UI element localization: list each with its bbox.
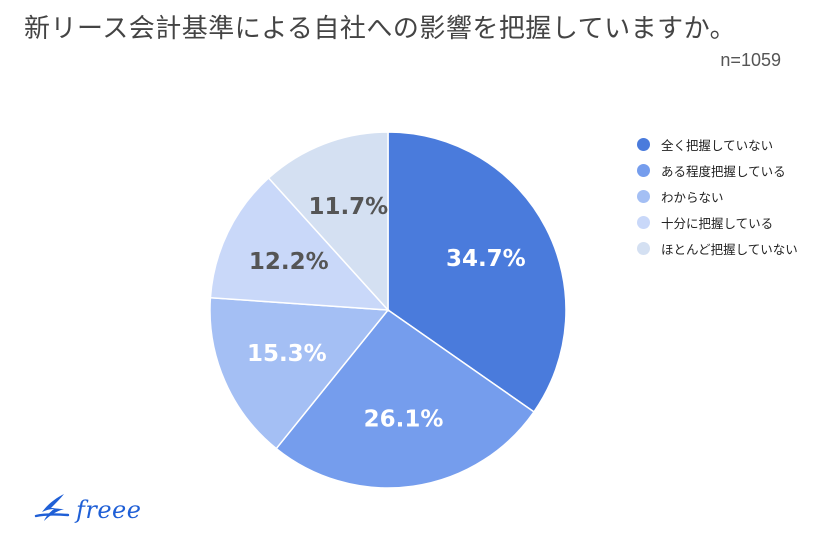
legend-swatch: [637, 137, 650, 151]
legend-item-unknown: わからない: [637, 183, 798, 209]
slice-label-somewhat: 26.1%: [364, 406, 444, 432]
bird-icon: [34, 494, 70, 521]
pie-slice-unknown: [209, 296, 390, 450]
legend-item-somewhat: ある程度把握している: [637, 157, 798, 183]
legend-label: ほとんど把握していない: [661, 241, 798, 257]
legend-item-fully: 十分に把握している: [637, 209, 798, 235]
slice-label-unknown: 15.3%: [247, 341, 327, 367]
legend-label: わからない: [661, 189, 724, 205]
pie-slice-not-at-all: [387, 131, 567, 413]
logo-text: freee: [76, 496, 142, 524]
legend-label: ある程度把握している: [661, 163, 786, 179]
legend-swatch: [637, 215, 650, 229]
chart-title: 新リース会計基準による自社への影響を把握していますか。: [24, 14, 737, 44]
legend-label: 十分に把握している: [661, 215, 774, 231]
slice-label-fully: 12.2%: [249, 249, 329, 275]
sample-size: n=1059: [720, 50, 781, 70]
legend-swatch: [637, 163, 650, 177]
legend-item-barely: ほとんど把握していない: [637, 235, 798, 261]
slice-label-barely: 11.7%: [308, 194, 388, 220]
slice-label-not-at-all: 34.7%: [446, 246, 526, 272]
legend-swatch: [637, 241, 650, 255]
legend-item-not-at-all: 全く把握していない: [637, 131, 798, 157]
pie-slice-fully: [209, 176, 390, 311]
pie-slice-somewhat: [275, 308, 535, 489]
chart-legend: 全く把握していない ある程度把握している わからない十分に把握しているほとんど把握し…: [637, 131, 798, 261]
legend-label: 全く把握していない: [661, 137, 774, 153]
legend-swatch: [637, 189, 650, 203]
pie-slice-barely: [267, 131, 389, 312]
freee-logo: freee: [34, 492, 141, 528]
